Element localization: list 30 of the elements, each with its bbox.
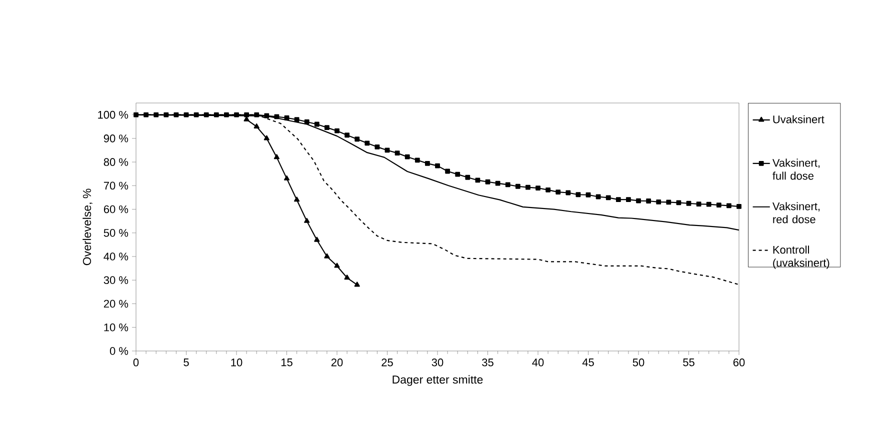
x-tick-label: 35 (482, 358, 494, 366)
y-axis-title: Overlevelse, % (82, 188, 92, 266)
x-tick-label: 45 (582, 358, 594, 366)
y-tick-label: 20 % (104, 300, 128, 308)
x-tick-label: 5 (184, 358, 189, 366)
y-tick-label: 0 % (110, 347, 128, 355)
x-tick-label: 30 (432, 358, 444, 366)
legend-label: Uvaksinert (773, 115, 824, 124)
x-tick-label: 55 (683, 358, 694, 366)
legend-label: Vaksinert, red dose (772, 202, 820, 224)
y-tick-label: 50 % (104, 229, 128, 237)
x-tick-label: 20 (331, 358, 343, 366)
legend-label: Vaksinert, full dose (772, 158, 820, 180)
x-tick-label: 10 (231, 358, 242, 366)
x-tick-label: 40 (532, 358, 544, 366)
x-tick-label: 25 (382, 358, 393, 366)
x-axis-title: Dager etter smitte (392, 375, 483, 386)
x-tick-label: 0 (133, 358, 139, 366)
y-tick-label: 60 % (104, 205, 128, 214)
x-tick-label: 60 (733, 358, 745, 366)
x-tick-label: 50 (632, 358, 644, 366)
y-tick-label: 90 % (104, 134, 128, 142)
y-tick-label: 40 % (104, 252, 128, 260)
y-tick-label: 10 % (104, 323, 128, 332)
y-tick-label: 30 % (104, 276, 128, 284)
y-tick-label: 80 % (104, 158, 128, 166)
legend-label: Kontroll (uvaksinert) (773, 246, 830, 269)
x-tick-label: 15 (281, 358, 292, 366)
y-tick-label: 70 % (104, 182, 128, 190)
y-tick-label: 100 % (98, 110, 128, 119)
